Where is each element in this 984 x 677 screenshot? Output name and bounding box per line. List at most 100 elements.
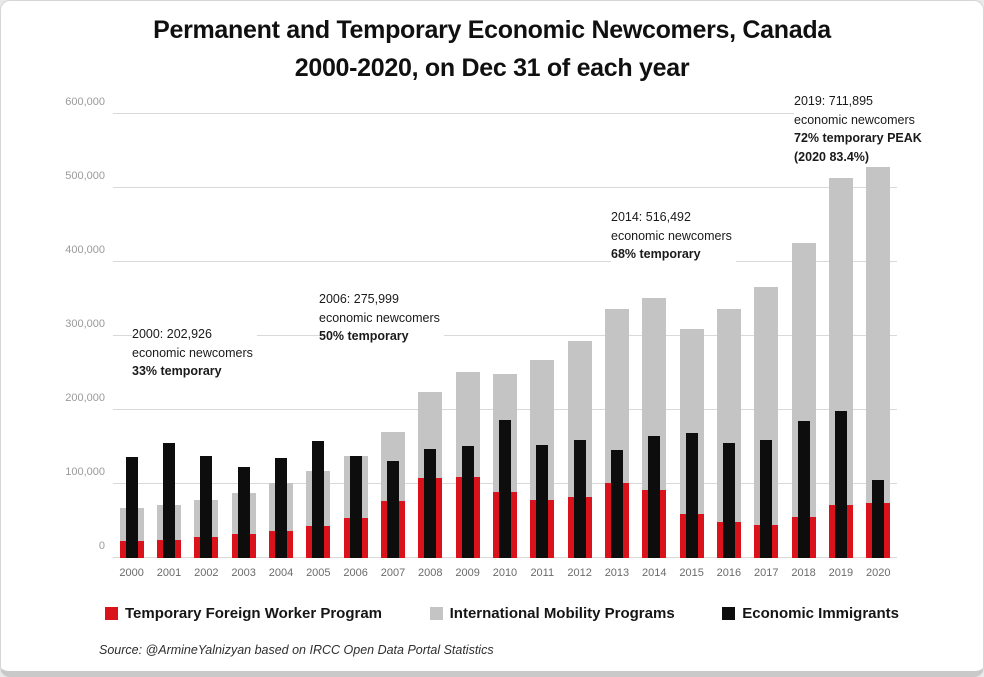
bar-group-2002 xyxy=(188,114,225,558)
x-axis-label-2008: 2008 xyxy=(418,567,443,579)
ann-2014-line-2: economic newcomers xyxy=(611,228,732,243)
ann-2014-line-3: 68% temporary xyxy=(611,247,701,261)
x-axis-label-2012: 2012 xyxy=(567,567,592,579)
ann-2006-line-2: economic newcomers xyxy=(319,310,440,325)
gridline-400000 xyxy=(113,261,897,263)
x-axis-labels: 2000 2001 2002 2003 2004 2005 2006 2007 2008 2009… xyxy=(113,567,897,579)
bar-immigrants-2012 xyxy=(573,440,586,558)
legend-item: Economic Immigrants xyxy=(722,605,899,622)
x-axis-label-2019: 2019 xyxy=(828,567,854,579)
y-axis-label-100000: 100,000 xyxy=(65,466,105,479)
ann-2000-line-3: 33% temporary xyxy=(132,364,222,378)
x-axis-label-2004: 2004 xyxy=(268,567,294,579)
bar-group-2018 xyxy=(785,114,822,558)
bar-group-2005 xyxy=(300,114,337,558)
bar-group-2003 xyxy=(225,114,262,558)
bar-immigrants-2018 xyxy=(797,421,810,558)
legend-swatch-icon xyxy=(105,607,118,620)
bar-immigrants-2017 xyxy=(760,440,773,558)
chart-title-line-2: 2000-2020, on Dec 31 of each year xyxy=(294,54,690,82)
bar-group-2004 xyxy=(262,114,299,558)
ann-2000: 2000: 202,926 economic newcomers 33% tempo… xyxy=(132,324,257,382)
ann-2019: 2019: 711,895 economic newcomers 72% tempo… xyxy=(794,91,926,167)
ann-2019-line-1: 2019: 711,895 xyxy=(794,94,874,108)
x-axis-label-2002: 2002 xyxy=(194,567,219,579)
x-axis-label-2003: 2003 xyxy=(231,567,256,579)
legend-label: Temporary Foreign Worker Program xyxy=(125,605,383,622)
bar-immigrants-2005 xyxy=(312,441,325,558)
legend-swatch-icon xyxy=(429,607,443,620)
ann-2019-line-4: (2020 83.4%) xyxy=(794,149,870,164)
bar-group-2019 xyxy=(822,114,859,558)
bar-group-2012 xyxy=(561,114,598,558)
y-axis-label-200000: 200,000 xyxy=(65,392,105,405)
gridline-600000 xyxy=(113,113,897,114)
bar-group-2010 xyxy=(486,114,523,558)
plot-area: 0 100,000 200,000 300,000 400,000 500,000 600,… xyxy=(65,96,897,558)
x-axis-label-2001: 2001 xyxy=(156,567,182,579)
bar-immigrants-2013 xyxy=(610,449,623,558)
bar-immigrants-2006 xyxy=(349,455,362,558)
x-axis-label-2013: 2013 xyxy=(604,567,630,579)
source-attribution: Source: @ArmineYalnizyan based on IRCC O… xyxy=(99,643,494,657)
bar-immigrants-2003 xyxy=(237,466,250,558)
bar-immigrants-2015 xyxy=(685,432,698,558)
bar-group-2014 xyxy=(636,114,673,558)
x-axis-label-2016: 2016 xyxy=(716,567,742,579)
bar-group-2006 xyxy=(337,114,374,558)
chart-title: Permanent and Temporary Economic Newcome… xyxy=(1,11,983,87)
bar-immigrants-2000 xyxy=(125,457,138,558)
bar-group-2013 xyxy=(598,114,635,558)
bar-group-2017 xyxy=(748,114,785,558)
y-axis-label-600000: 600,000 xyxy=(65,96,105,108)
x-axis-label-2018: 2018 xyxy=(791,567,816,579)
x-axis-label-2020: 2020 xyxy=(865,567,891,579)
bar-group-2015 xyxy=(673,114,710,558)
ann-2014: 2014: 516,492 economic newcomers 68% tempo… xyxy=(611,207,736,265)
legend: Temporary Foreign Worker Program Internat… xyxy=(105,605,899,622)
bar-group-2016 xyxy=(710,114,747,558)
x-axis-label-2015: 2015 xyxy=(679,567,704,579)
bar-immigrants-2011 xyxy=(536,444,549,558)
bars-row xyxy=(113,114,897,558)
bar-immigrants-2016 xyxy=(722,443,735,558)
bar-group-2008 xyxy=(412,114,449,558)
bar-group-2011 xyxy=(524,114,561,558)
x-axis-label-2006: 2006 xyxy=(343,567,368,579)
y-axis-label-300000: 300,000 xyxy=(65,318,105,330)
bar-immigrants-2007 xyxy=(386,461,399,558)
x-axis-label-2017: 2017 xyxy=(754,567,779,579)
x-axis-label-2010: 2010 xyxy=(492,567,518,579)
bar-group-2000 xyxy=(113,114,150,558)
y-axis-label-0: 0 xyxy=(98,540,105,552)
y-axis-label-400000: 400,000 xyxy=(65,244,105,257)
x-axis-label-2014: 2014 xyxy=(642,567,667,579)
bar-immigrants-2004 xyxy=(274,458,287,558)
ann-2006-line-1: 2006: 275,999 xyxy=(319,292,399,306)
gridline-500000 xyxy=(113,187,897,188)
x-axis-label-2011: 2011 xyxy=(530,567,555,579)
legend-item: International Mobility Programs xyxy=(429,605,675,622)
bar-immigrants-2019 xyxy=(834,410,847,558)
ann-2019-line-3: 72% temporary PEAK xyxy=(794,131,922,145)
legend-label: International Mobility Programs xyxy=(449,605,675,622)
x-axis-label-2009: 2009 xyxy=(455,567,480,579)
bar-immigrants-2002 xyxy=(200,455,213,558)
bar-immigrants-2009 xyxy=(461,446,474,558)
ann-2006-line-3: 50% temporary xyxy=(319,329,409,343)
ann-2000-line-2: economic newcomers xyxy=(132,345,253,360)
bar-immigrants-2014 xyxy=(648,435,661,558)
x-axis-label-2005: 2005 xyxy=(306,567,331,579)
ann-2014-line-1: 2014: 516,492 xyxy=(611,210,691,224)
x-axis-label-2007: 2007 xyxy=(380,567,406,579)
legend-label: Economic Immigrants xyxy=(742,605,899,622)
gridline-300000 xyxy=(113,335,897,336)
legend-item: Temporary Foreign Worker Program xyxy=(105,605,382,622)
ann-2019-line-2: economic newcomers xyxy=(794,112,915,127)
bar-immigrants-2010 xyxy=(498,420,511,558)
bar-immigrants-2020 xyxy=(872,480,885,558)
x-axis-label-2000: 2000 xyxy=(119,567,144,579)
ann-2000-line-1: 2000: 202,926 xyxy=(132,327,212,341)
y-axis-label-500000: 500,000 xyxy=(65,170,105,182)
